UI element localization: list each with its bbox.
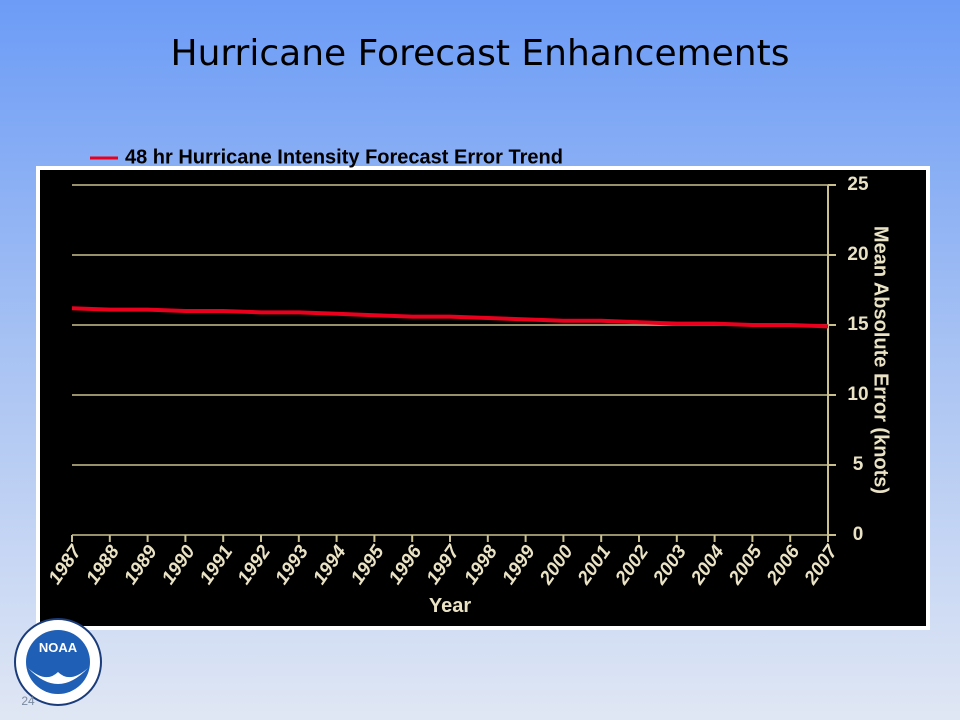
data-line xyxy=(71,306,829,329)
y-tick-label: 10 xyxy=(847,384,868,405)
slide-number: 24 xyxy=(21,694,35,708)
y-tick-label: 20 xyxy=(847,244,868,265)
y-tick-label: 0 xyxy=(853,524,864,545)
logo: NOAA xyxy=(14,618,102,706)
logo-bird xyxy=(28,668,88,684)
x-axis-title: Year xyxy=(429,595,471,617)
y-tick-label: 15 xyxy=(847,314,869,335)
slide-title: Hurricane Forecast Enhancements xyxy=(171,33,790,74)
y-tick-label: 5 xyxy=(853,454,864,475)
logo-text: NOAA xyxy=(39,640,78,655)
chart-area xyxy=(40,170,926,626)
y-tick-label: 25 xyxy=(847,174,869,195)
y-axis-title: Mean Absolute Error (knots) xyxy=(870,226,892,494)
legend-label: 48 hr Hurricane Intensity Forecast Error… xyxy=(125,146,563,168)
